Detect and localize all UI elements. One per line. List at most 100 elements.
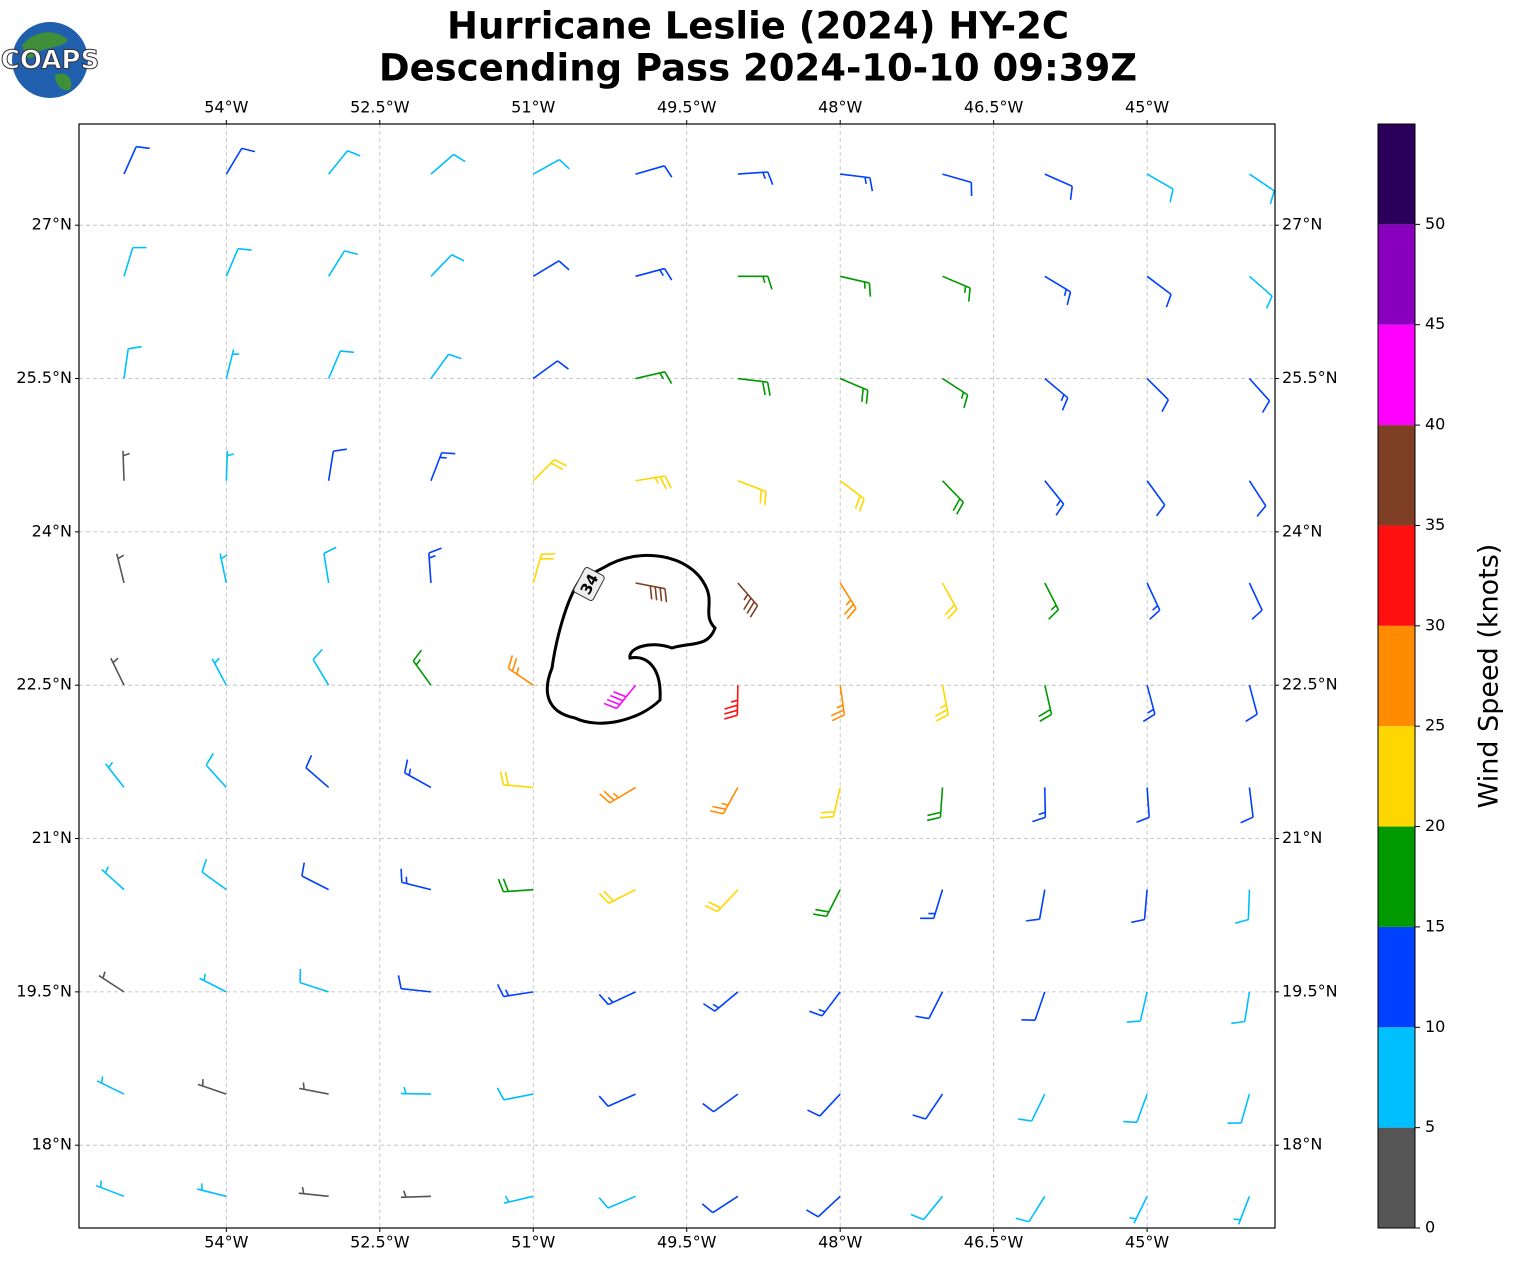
wind-barb <box>1248 377 1271 413</box>
barb-shape <box>934 685 950 722</box>
colorbar-segment <box>1378 926 1415 1028</box>
wind-barb <box>1018 1093 1046 1122</box>
wind-barb <box>942 173 973 196</box>
wind-barb <box>1126 991 1148 1023</box>
wind-barb <box>403 759 432 789</box>
wind-barb <box>412 649 432 686</box>
wind-barb <box>101 866 125 891</box>
wind-barb <box>299 1082 329 1095</box>
wind-barb <box>598 1195 636 1209</box>
barb-shape <box>197 1183 227 1198</box>
barb-shape <box>839 377 869 404</box>
colorbar-tick-label: 45 <box>1425 314 1445 333</box>
barb-shape <box>635 371 673 384</box>
wind-barb <box>1146 582 1161 620</box>
barb-shape <box>737 582 759 618</box>
barb-shape <box>1123 1093 1148 1124</box>
x-tick-label-bottom: 49.5°W <box>657 1233 717 1252</box>
barb-shape <box>299 1082 329 1095</box>
barb-shape <box>1248 480 1267 517</box>
wind-barb <box>1142 684 1156 723</box>
barb-shape <box>199 973 227 993</box>
barb-shape <box>299 968 329 993</box>
wind-barb <box>323 546 337 584</box>
barb-shape <box>403 759 432 789</box>
barb-shape <box>312 648 330 686</box>
colorbar-segment <box>1378 1127 1415 1228</box>
wind-barb <box>496 983 534 998</box>
barb-shape <box>1026 889 1046 922</box>
barb-shape <box>813 889 841 918</box>
barb-shape <box>915 991 944 1020</box>
x-tick-label-top: 48°W <box>818 98 862 117</box>
barb-shape <box>122 450 130 481</box>
wind-barb <box>635 267 673 281</box>
wind-barb <box>1044 377 1069 411</box>
wind-barb <box>122 450 130 481</box>
barb-shape <box>497 878 534 893</box>
barb-shape <box>205 753 227 788</box>
barb-shape <box>598 1093 636 1108</box>
map <box>79 124 1276 1228</box>
colorbar-segment <box>1378 726 1415 827</box>
wind-barb <box>737 171 774 185</box>
wind-barb <box>532 458 567 482</box>
barb-shape <box>1240 787 1254 824</box>
wind-barb <box>225 247 252 277</box>
wind-barb <box>1248 480 1267 517</box>
barb-shape <box>496 1087 534 1101</box>
barb-shape <box>942 275 971 302</box>
barb-shape <box>1032 787 1047 823</box>
wind-barb <box>1235 889 1251 924</box>
wind-barb <box>1248 173 1276 205</box>
barb-shape <box>219 553 228 584</box>
wind-barb <box>1245 684 1258 723</box>
wind-barb <box>503 1195 534 1204</box>
logo-land <box>22 32 68 59</box>
barb-shape <box>1231 991 1251 1025</box>
wind-barb <box>123 345 142 379</box>
wind-barb <box>211 657 228 686</box>
wind-barb <box>225 349 240 379</box>
barb-shape <box>635 582 668 603</box>
barb-shape <box>532 553 556 584</box>
wind-barb <box>400 1086 431 1095</box>
barb-shape <box>503 1195 534 1204</box>
barb-shape <box>1131 889 1148 924</box>
y-tick-label-right: 27°N <box>1282 215 1322 234</box>
barb-shape <box>635 165 673 178</box>
wind-barb <box>328 150 361 175</box>
wind-barb <box>1248 582 1263 620</box>
wind-barb <box>831 685 846 722</box>
colorbar-tick-label: 30 <box>1425 615 1445 634</box>
wind-barb <box>197 1079 227 1095</box>
barb-shape <box>807 1093 841 1117</box>
wind-barb <box>1129 1195 1148 1224</box>
wind-barb <box>840 173 874 192</box>
wind-barb <box>96 1076 125 1095</box>
barb-shape <box>1044 275 1072 306</box>
wind-barb <box>225 147 256 175</box>
y-tick-label-right: 25.5°N <box>1282 368 1338 387</box>
wind-barb <box>532 360 569 380</box>
barb-shape <box>327 350 354 379</box>
barb-shape <box>737 171 774 185</box>
barb-shape <box>400 1190 431 1199</box>
y-tick-label-left: 25.5°N <box>16 368 72 387</box>
barb-shape <box>327 250 358 277</box>
wind-barb <box>1044 582 1060 620</box>
wind-barb <box>123 246 147 277</box>
y-tick-label-left: 27°N <box>32 215 72 234</box>
barb-shape <box>123 345 142 379</box>
wind-barb <box>839 582 857 620</box>
chart-title: Hurricane Leslie (2024) HY-2C <box>447 5 1069 48</box>
x-tick-label-bottom: 52.5°W <box>350 1233 410 1252</box>
wind-barb <box>1233 1196 1251 1225</box>
barb-shape <box>532 360 569 380</box>
wind-barb <box>598 991 636 1006</box>
wind-barb <box>599 786 636 804</box>
barb-shape <box>225 147 256 175</box>
barb-shape <box>839 582 857 620</box>
wind-barb <box>912 1093 944 1120</box>
wind-barb <box>840 275 872 297</box>
